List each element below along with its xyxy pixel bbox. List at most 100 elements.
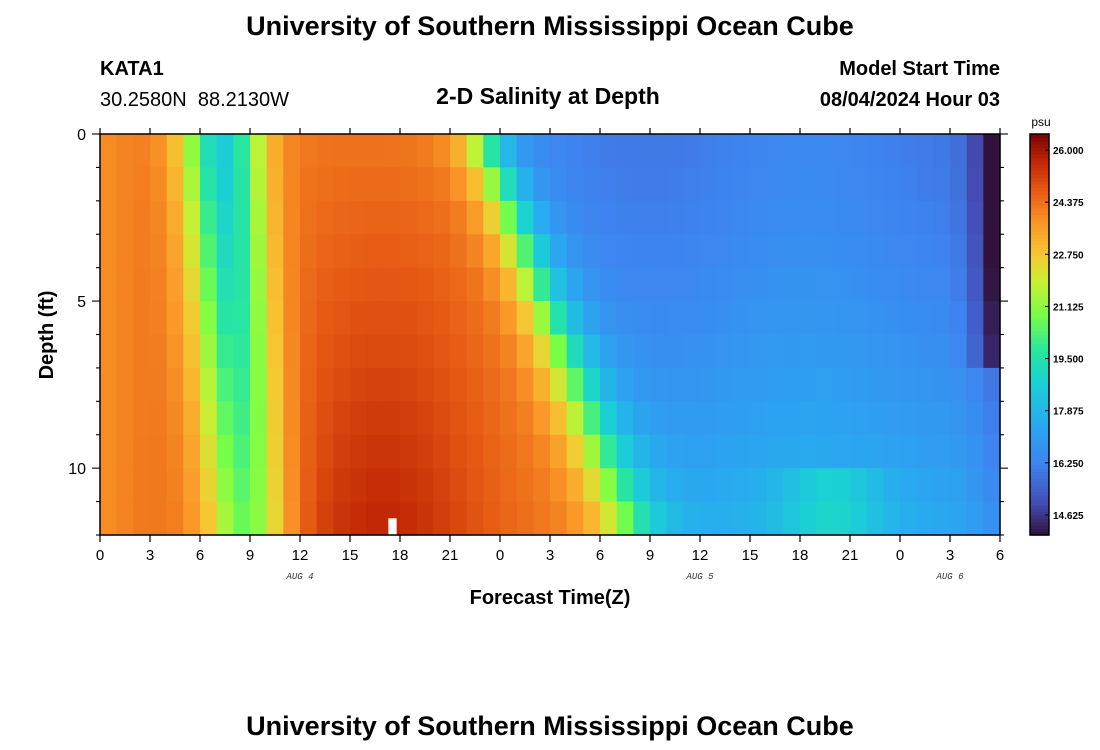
heatmap-cell xyxy=(500,234,518,269)
heatmap-cell xyxy=(633,501,651,536)
heatmap-cell xyxy=(116,501,134,536)
colorbar-segment xyxy=(1030,234,1049,239)
colorbar-tick-label: 14.625 xyxy=(1053,511,1084,522)
colorbar-segment xyxy=(1030,240,1049,245)
heatmap-cell xyxy=(683,200,701,235)
heatmap-cell xyxy=(533,334,551,369)
heatmap-cell xyxy=(200,367,218,402)
heatmap-cell xyxy=(833,334,851,369)
heatmap-cell xyxy=(616,267,634,302)
heatmap-cell xyxy=(783,134,801,169)
heatmap-cell xyxy=(250,301,268,336)
heatmap-cell xyxy=(483,267,501,302)
heatmap-cell xyxy=(816,434,834,469)
colorbar-segment xyxy=(1030,190,1049,195)
heatmap-cell xyxy=(583,167,601,202)
heatmap-cell xyxy=(783,434,801,469)
heatmap-cell xyxy=(500,468,518,503)
x-date-label: AUG 4 xyxy=(285,572,313,582)
heatmap-cell xyxy=(483,200,501,235)
heatmap-cell xyxy=(100,301,118,336)
heatmap-cell xyxy=(316,167,334,202)
heatmap-cell xyxy=(400,267,418,302)
heatmap-cell xyxy=(750,301,768,336)
x-tick-label: 0 xyxy=(496,547,504,564)
heatmap-cell xyxy=(583,334,601,369)
heatmap-cell xyxy=(233,200,251,235)
colorbar-segment xyxy=(1030,150,1049,155)
heatmap-cell xyxy=(750,401,768,436)
heatmap-cell xyxy=(266,301,284,336)
colorbar-segment xyxy=(1030,521,1049,526)
heatmap-cell xyxy=(333,334,351,369)
heatmap-cell xyxy=(333,501,351,536)
heatmap-cell xyxy=(833,200,851,235)
colorbar-tick-label: 16.250 xyxy=(1053,459,1084,470)
x-tick-label: 6 xyxy=(596,547,604,564)
colorbar-segment xyxy=(1030,154,1049,158)
heatmap-cell xyxy=(116,301,134,336)
heatmap-cell xyxy=(233,134,251,169)
heatmap-cell xyxy=(500,401,518,436)
heatmap-cell xyxy=(883,267,901,302)
heatmap-cell xyxy=(333,434,351,469)
heatmap-cell xyxy=(416,434,434,469)
x-tick-label: 15 xyxy=(342,547,359,564)
heatmap-cell xyxy=(883,367,901,402)
heatmap-cell xyxy=(600,367,618,402)
colorbar-segment xyxy=(1030,354,1049,359)
heatmap-cell xyxy=(166,267,184,302)
colorbar-segment xyxy=(1030,424,1049,429)
heatmap-cell xyxy=(916,200,934,235)
heatmap-cell xyxy=(366,501,384,536)
heatmap-cell xyxy=(350,501,368,536)
heatmap-cell xyxy=(533,234,551,269)
heatmap-cell xyxy=(400,334,418,369)
heatmap-cell xyxy=(166,134,184,169)
heatmap-cell xyxy=(933,301,951,336)
heatmap-cell xyxy=(666,501,684,536)
heatmap-cell xyxy=(566,234,584,269)
heatmap-cell xyxy=(266,401,284,436)
heatmap-cell xyxy=(683,434,701,469)
heatmap-cell xyxy=(983,434,1001,469)
heatmap-cell xyxy=(283,434,301,469)
heatmap-cell xyxy=(950,267,968,302)
heatmap-cell xyxy=(883,334,901,369)
heatmap-cell xyxy=(900,301,918,336)
heatmap-cell xyxy=(383,334,401,369)
heatmap-cell xyxy=(666,167,684,202)
heatmap-cell xyxy=(550,167,568,202)
heatmap-cell xyxy=(800,434,818,469)
heatmap-cell xyxy=(683,167,701,202)
heatmap-cell xyxy=(750,200,768,235)
heatmap-cell xyxy=(500,501,518,536)
heatmap-cell xyxy=(133,301,151,336)
heatmap-cell xyxy=(950,501,968,536)
heatmap-cell xyxy=(900,134,918,169)
heatmap-cell xyxy=(383,200,401,235)
colorbar-segment xyxy=(1030,468,1049,473)
heatmap-cell xyxy=(616,401,634,436)
x-axis: 0 3 6 9 12 15 18 21 0 3 6 9 12 15 18 21 0 3 6 AUG 4 AUG 5 AUG… xyxy=(96,128,1004,582)
colorbar-segment xyxy=(1030,524,1049,529)
heatmap-cell xyxy=(916,267,934,302)
heatmap-cell xyxy=(850,234,868,269)
heatmap-cell xyxy=(400,401,418,436)
heatmap-cell xyxy=(850,134,868,169)
heatmap-cell xyxy=(716,134,734,169)
heatmap-cell xyxy=(333,401,351,436)
heatmap-cell xyxy=(933,134,951,169)
heatmap-cell xyxy=(733,134,751,169)
colorbar-segment xyxy=(1030,528,1049,533)
heatmap-cell xyxy=(516,234,534,269)
heatmap-cell xyxy=(633,301,651,336)
heatmap-cell xyxy=(416,301,434,336)
heatmap-cell xyxy=(666,234,684,269)
heatmap-cell xyxy=(250,334,268,369)
heatmap-cell xyxy=(666,267,684,302)
heatmap-cell xyxy=(766,334,784,369)
heatmap-cell xyxy=(333,200,351,235)
colorbar-segment xyxy=(1030,287,1049,292)
heatmap-cell xyxy=(250,468,268,503)
